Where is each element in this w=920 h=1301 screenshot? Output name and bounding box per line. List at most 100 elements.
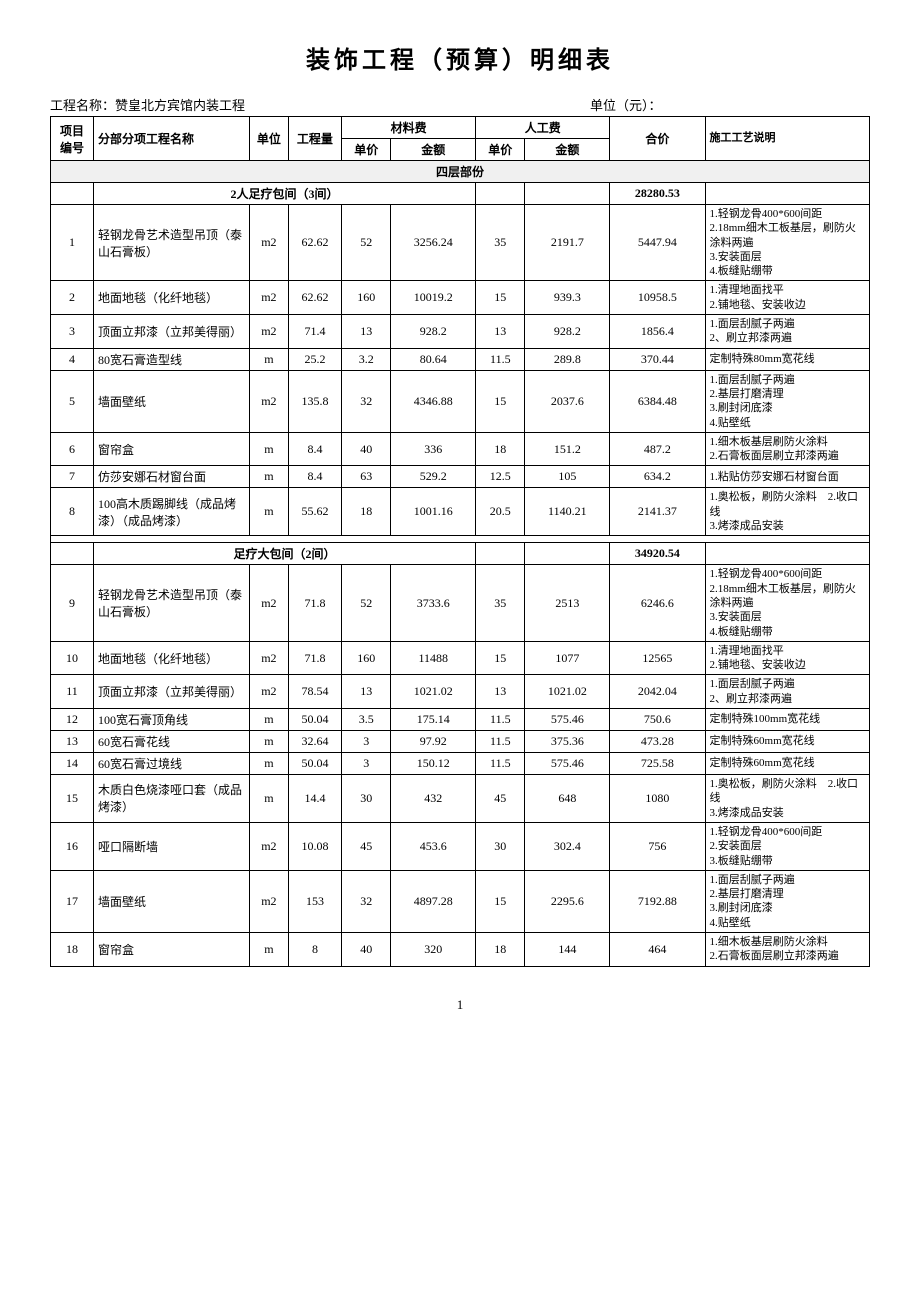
cell-name: 60宽石膏过境线 [93,753,249,775]
cell-unit: m [249,753,288,775]
cell-lprice: 35 [476,205,525,281]
table-row: 18窗帘盒m840320181444641.细木板基层刷防火涂料 2.石膏板面层… [51,932,870,966]
cell-desc: 1.细木板基层刷防火涂料 2.石膏板面层刷立邦漆两遍 [705,432,869,466]
cell-lamount: 928.2 [525,315,610,349]
cell-lprice: 18 [476,932,525,966]
cell-mamount: 432 [391,775,476,823]
cell-desc: 1.细木板基层刷防火涂料 2.石膏板面层刷立邦漆两遍 [705,932,869,966]
cell-desc: 1.面层刮腻子两遍 2.基层打磨清理 3.刷封闭底漆 4.贴壁纸 [705,870,869,932]
cell-desc: 定制特殊80mm宽花线 [705,348,869,370]
header-lprice: 单价 [476,139,525,161]
cell-id: 13 [51,731,94,753]
cell-qty: 50.04 [288,753,341,775]
page-number: 1 [50,997,870,1013]
cell-name: 木质白色烧漆哑口套（成品烤漆） [93,775,249,823]
subsection-header-row: 足疗大包间（2间）34920.54 [51,543,870,565]
cell-id: 12 [51,709,94,731]
cell-qty: 50.04 [288,709,341,731]
cell-lprice: 12.5 [476,466,525,488]
cell-mprice: 3.5 [342,709,391,731]
cell-mamount: 80.64 [391,348,476,370]
subsection-blank [51,183,94,205]
cell-name: 仿莎安娜石材窗台面 [93,466,249,488]
cell-desc: 1.面层刮腻子两遍 2.基层打磨清理 3.刷封闭底漆 4.贴壁纸 [705,370,869,432]
cell-total: 6384.48 [610,370,705,432]
cell-desc: 1.奥松板，刷防火涂料 2.收口线 3.烤漆成品安装 [705,775,869,823]
subsection-title: 足疗大包间（2间） [93,543,475,565]
section-header-cell: 四层部份 [51,161,870,183]
cell-mamount: 1001.16 [391,488,476,536]
table-row: 12100宽石膏顶角线m50.043.5175.1411.5575.46750.… [51,709,870,731]
cell-qty: 10.08 [288,822,341,870]
subsection-blank [476,543,525,565]
cell-total: 750.6 [610,709,705,731]
cell-lamount: 144 [525,932,610,966]
table-row: 6窗帘盒m8.44033618151.2487.21.细木板基层刷防火涂料 2.… [51,432,870,466]
cell-id: 11 [51,675,94,709]
subsection-title: 2人足疗包间（3间） [93,183,475,205]
subsection-blank [476,183,525,205]
cell-unit: m2 [249,565,288,641]
table-row: 16哑口隔断墙m210.0845453.630302.47561.轻钢龙骨400… [51,822,870,870]
cell-unit: m [249,731,288,753]
cell-unit: m2 [249,641,288,675]
cell-mprice: 13 [342,675,391,709]
header-qty: 工程量 [288,117,341,161]
cell-unit: m [249,488,288,536]
subsection-blank [525,543,610,565]
cell-mamount: 150.12 [391,753,476,775]
cell-qty: 25.2 [288,348,341,370]
cell-total: 5447.94 [610,205,705,281]
header-total: 合价 [610,117,705,161]
cell-lprice: 15 [476,641,525,675]
table-row: 8100高木质踢脚线（成品烤漆）（成品烤漆）m55.62181001.1620.… [51,488,870,536]
cell-mprice: 18 [342,488,391,536]
cell-lamount: 939.3 [525,281,610,315]
cell-name: 80宽石膏造型线 [93,348,249,370]
cell-mprice: 160 [342,281,391,315]
cell-lamount: 1140.21 [525,488,610,536]
cell-mprice: 40 [342,932,391,966]
cell-qty: 135.8 [288,370,341,432]
cell-lamount: 575.46 [525,753,610,775]
project-label: 工程名称： [50,98,115,113]
cell-id: 5 [51,370,94,432]
cell-mamount: 4897.28 [391,870,476,932]
cell-mamount: 529.2 [391,466,476,488]
cell-name: 轻钢龙骨艺术造型吊顶（泰山石膏板） [93,565,249,641]
cell-desc: 1.轻钢龙骨400*600间距 2.安装面层 3.板缝贴绷带 [705,822,869,870]
cell-total: 725.58 [610,753,705,775]
cell-qty: 78.54 [288,675,341,709]
cell-lprice: 18 [476,432,525,466]
cell-total: 2042.04 [610,675,705,709]
cell-name: 墙面壁纸 [93,870,249,932]
cell-qty: 62.62 [288,205,341,281]
cell-id: 1 [51,205,94,281]
cell-mprice: 52 [342,205,391,281]
cell-qty: 8 [288,932,341,966]
cell-lamount: 2037.6 [525,370,610,432]
subsection-header-row: 2人足疗包间（3间）28280.53 [51,183,870,205]
cell-qty: 8.4 [288,432,341,466]
cell-lprice: 35 [476,565,525,641]
table-row: 11顶面立邦漆（立邦美得丽）m278.54131021.02131021.022… [51,675,870,709]
cell-lamount: 151.2 [525,432,610,466]
cell-unit: m2 [249,315,288,349]
table-row: 15木质白色烧漆哑口套（成品烤漆）m14.4304324564810801.奥松… [51,775,870,823]
cell-name: 窗帘盒 [93,932,249,966]
cell-mamount: 97.92 [391,731,476,753]
table-row: 1轻钢龙骨艺术造型吊顶（泰山石膏板）m262.62523256.24352191… [51,205,870,281]
header-name: 分部分项工程名称 [93,117,249,161]
cell-mprice: 40 [342,432,391,466]
cell-desc: 1.奥松板，刷防火涂料 2.收口线 3.烤漆成品安装 [705,488,869,536]
cell-name: 窗帘盒 [93,432,249,466]
spacer-row [51,536,870,543]
header-desc: 施工工艺说明 [705,117,869,161]
cell-desc: 定制特殊100mm宽花线 [705,709,869,731]
project-name: 赞皇北方宾馆内装工程 [115,98,245,113]
cell-name: 顶面立邦漆（立邦美得丽） [93,315,249,349]
cell-desc: 1.粘贴仿莎安娜石材窗台面 [705,466,869,488]
cell-desc: 定制特殊60mm宽花线 [705,753,869,775]
cell-lprice: 20.5 [476,488,525,536]
cell-lamount: 2513 [525,565,610,641]
